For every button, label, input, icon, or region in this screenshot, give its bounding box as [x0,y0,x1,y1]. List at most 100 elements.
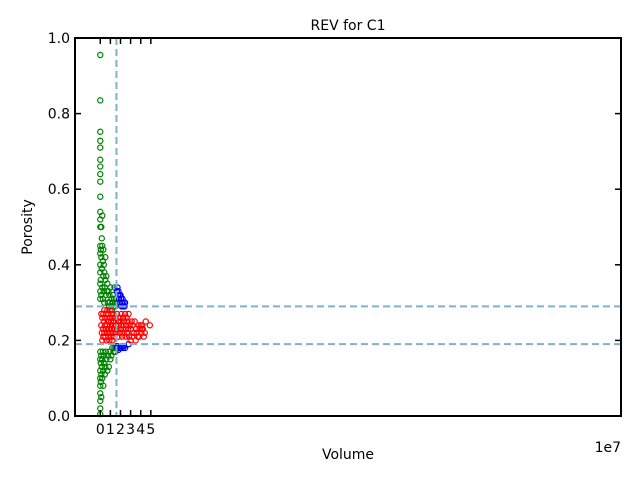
data-point [142,318,149,325]
data-point [108,295,115,303]
x-tick-label: 4 [136,422,145,438]
data-point [114,318,122,325]
data-point [99,348,107,355]
data-point [105,363,113,371]
data-point [97,144,104,151]
data-point [102,325,110,333]
reference-lines [75,38,621,416]
data-point [97,356,104,363]
data-point [104,306,111,314]
data-point [97,359,104,367]
data-point [140,333,147,340]
data-point [99,212,106,219]
data-point [97,390,104,397]
data-point [100,318,108,325]
axes: 0 1 2 3 4 5 0.0 0.2 0.4 0.6 0.8 1.0 [48,31,622,438]
data-point [98,393,105,401]
data-point [98,235,105,242]
data-point [100,382,107,389]
data-point [97,382,104,389]
data-point [125,333,133,340]
x-axis-title: Volume [322,447,374,463]
y-axis-title: Porosity [20,199,36,254]
data-point [118,333,126,340]
data-point [97,163,104,170]
series-1 [113,284,132,354]
data-point [107,306,114,314]
data-point [100,261,108,268]
x-tick-label: 1 [106,422,115,438]
data-point [98,223,105,231]
data-point [118,310,125,318]
data-point [107,329,114,337]
y-tick-label: 0.2 [48,333,70,349]
data-point [98,352,105,359]
data-point [97,269,104,276]
data-point [122,333,129,340]
data-point [104,299,112,306]
data-point [101,329,108,337]
data-point [97,137,104,145]
data-point [97,367,104,374]
data-point [98,254,105,261]
data-point [103,356,110,363]
chart-title: REV for C1 [311,18,386,34]
data-point [100,246,107,253]
data-point [97,193,104,200]
series-2 [98,306,154,344]
data-point [107,284,114,291]
data-point [97,295,104,303]
data-point [146,322,154,329]
data-point [135,322,142,329]
x-tick-label: 0 [96,422,105,438]
data-point [124,325,132,333]
data-point [97,170,104,178]
data-point [99,295,107,303]
y-tick-label: 0.4 [48,258,70,274]
data-point [103,272,110,280]
data-point [97,128,104,135]
data-point [141,329,148,337]
data-point [111,325,119,333]
data-point [121,310,129,318]
data-point [109,299,116,306]
data-point [99,242,106,250]
y-tick-label: 0.8 [48,107,70,123]
data-point [97,51,104,59]
data-point [121,344,129,352]
y-tick-label: 0.0 [48,409,70,425]
data-point [110,329,117,337]
x-tick-label: 2 [116,422,125,438]
data-point [97,242,104,250]
data-point [97,375,104,382]
data-point [114,284,121,291]
x-tick-label: 5 [146,422,155,438]
data-point [121,299,129,306]
data-point [131,318,138,325]
data-point [97,156,104,163]
data-point [97,250,104,257]
data-point [115,295,123,303]
data-point [104,329,111,337]
data-point [102,254,109,261]
data-point [104,367,111,374]
data-point [97,97,104,104]
plot-frame [74,37,622,417]
data-point [99,284,106,291]
data-point [99,314,106,321]
data-point [105,325,113,333]
y-tick-label: 0.6 [48,182,70,198]
data-point [97,178,104,185]
data-point [107,356,114,363]
data-point [99,337,106,344]
y-tick-label: 1.0 [48,31,70,47]
data-point [128,318,135,325]
data-point [139,322,146,329]
x-axis-offset-text: 1e7 [595,440,621,456]
data-point [109,314,116,321]
data-point [104,280,111,287]
x-tick-label: 3 [126,422,135,438]
data-point [125,310,132,318]
